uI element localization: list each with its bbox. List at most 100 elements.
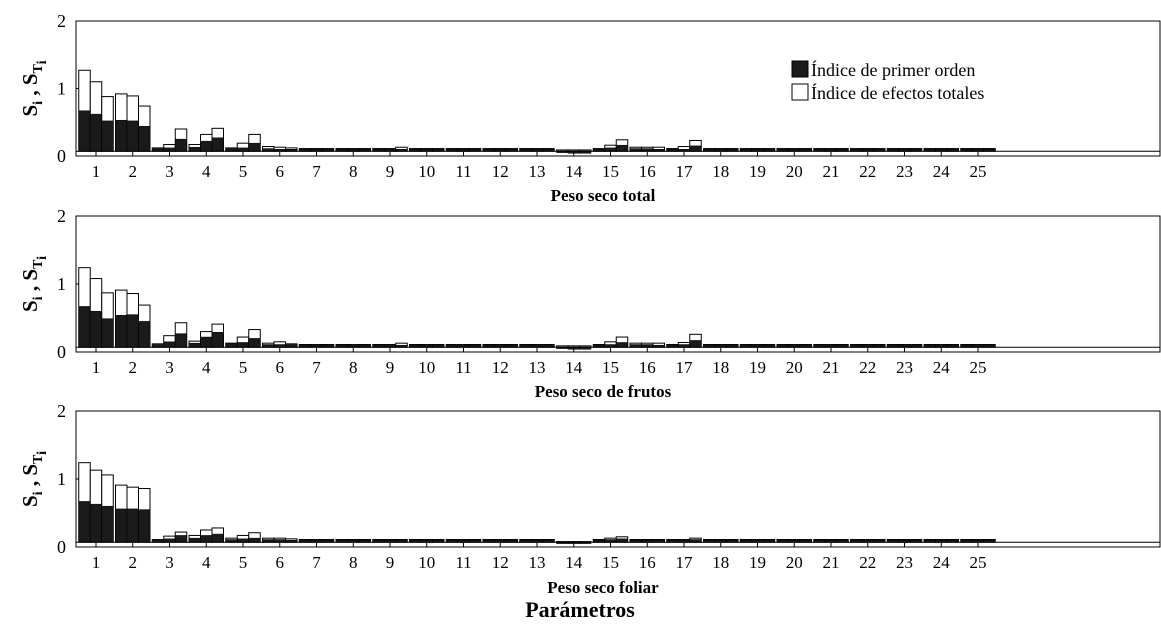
y-tick-label: 1	[57, 274, 66, 294]
bar-first-order	[163, 341, 176, 348]
x-tick-label: 6	[276, 553, 285, 572]
bar-first-order	[115, 119, 128, 152]
x-tick-label: 6	[276, 162, 285, 181]
bar-first-order	[126, 508, 139, 543]
x-tick-label: 20	[786, 358, 803, 377]
bar-first-order	[689, 145, 702, 152]
bar-first-order	[248, 142, 261, 152]
x-tick-label: 19	[749, 553, 766, 572]
x-tick-label: 3	[165, 553, 174, 572]
x-tick-label: 16	[639, 162, 656, 181]
y-axis-label: Si , STi	[18, 451, 50, 507]
bar-first-order	[616, 144, 628, 152]
x-tick-label: 13	[529, 553, 546, 572]
bar-first-order	[101, 120, 114, 152]
x-tick-label: 14	[565, 553, 583, 572]
bar-first-order	[78, 501, 91, 543]
bar-first-order	[211, 137, 224, 152]
y-tick-label: 2	[57, 401, 66, 421]
x-tick-label: 23	[896, 358, 913, 377]
x-tick-label: 10	[418, 162, 435, 181]
x-tick-label: 24	[933, 162, 951, 181]
bar-first-order	[101, 505, 114, 543]
bar-first-order	[163, 147, 176, 152]
bar-first-order	[126, 120, 139, 152]
bar-first-order	[188, 146, 201, 152]
x-tick-label: 2	[129, 162, 138, 181]
bar-first-order	[163, 538, 176, 543]
bar-first-order	[138, 321, 151, 348]
bar-first-order	[248, 338, 261, 348]
y-tick-label: 1	[57, 79, 66, 99]
bar-first-order	[248, 537, 261, 543]
x-tick-label: 12	[492, 358, 509, 377]
x-tick-label: 17	[676, 553, 694, 572]
x-tick-label: 23	[896, 553, 913, 572]
x-tick-label: 22	[859, 358, 876, 377]
x-tick-label: 21	[823, 358, 840, 377]
bar-first-order	[211, 533, 224, 543]
x-tick-label: 11	[455, 162, 471, 181]
x-tick-label: 4	[202, 162, 211, 181]
x-tick-label: 11	[455, 358, 471, 377]
x-tick-label: 21	[823, 162, 840, 181]
x-tick-label: 16	[639, 553, 656, 572]
bar-first-order	[175, 138, 187, 152]
x-tick-label: 8	[349, 358, 358, 377]
x-tick-label: 20	[786, 162, 803, 181]
x-tick-label: 14	[565, 162, 583, 181]
x-tick-label: 2	[129, 358, 138, 377]
x-axis-label: Peso seco de frutos	[535, 382, 672, 401]
bar-first-order	[689, 340, 702, 348]
bar-first-order	[126, 314, 139, 348]
bar-first-order	[616, 538, 628, 543]
x-tick-label: 21	[823, 553, 840, 572]
bar-first-order	[211, 332, 224, 348]
legend-label-total-effects: Índice de efectos totales	[811, 82, 984, 103]
x-tick-label: 1	[92, 162, 101, 181]
x-tick-label: 9	[386, 162, 395, 181]
bar-first-order	[175, 535, 187, 543]
bar-first-order	[237, 147, 249, 152]
bar-first-order	[90, 503, 102, 543]
x-tick-label: 10	[418, 358, 435, 377]
x-tick-label: 22	[859, 162, 876, 181]
bar-first-order	[175, 333, 187, 348]
x-tick-label: 16	[639, 358, 656, 377]
x-tick-label: 17	[676, 358, 694, 377]
bar-first-order	[188, 342, 201, 348]
x-tick-label: 3	[165, 162, 174, 181]
x-tick-label: 9	[386, 358, 395, 377]
plot-area	[75, 20, 1161, 157]
x-tick-label: 1	[92, 358, 101, 377]
bar-first-order	[78, 110, 91, 152]
x-tick-label: 4	[202, 358, 211, 377]
y-tick-label: 2	[57, 11, 66, 31]
legend-label-first-order: Índice de primer orden	[811, 59, 975, 80]
x-tick-label: 15	[602, 162, 619, 181]
x-axis-label: Peso seco total	[551, 186, 656, 205]
bar-first-order	[616, 342, 628, 348]
x-tick-label: 5	[239, 162, 248, 181]
x-tick-label: 8	[349, 553, 358, 572]
plot-area	[75, 410, 1161, 548]
x-tick-label: 18	[712, 553, 729, 572]
common-x-axis-label: Parámetros	[525, 597, 635, 622]
x-tick-label: 18	[712, 162, 729, 181]
x-tick-label: 1	[92, 553, 101, 572]
x-tick-label: 15	[602, 358, 619, 377]
x-tick-label: 23	[896, 162, 913, 181]
x-tick-label: 3	[165, 358, 174, 377]
bar-first-order	[138, 126, 151, 152]
bar-first-order	[138, 509, 151, 543]
x-tick-label: 20	[786, 553, 803, 572]
x-tick-label: 18	[712, 358, 729, 377]
bar-first-order	[237, 342, 249, 348]
y-tick-label: 1	[57, 469, 66, 489]
x-tick-label: 17	[676, 162, 694, 181]
bar-first-order	[188, 537, 201, 543]
x-tick-label: 7	[312, 358, 321, 377]
